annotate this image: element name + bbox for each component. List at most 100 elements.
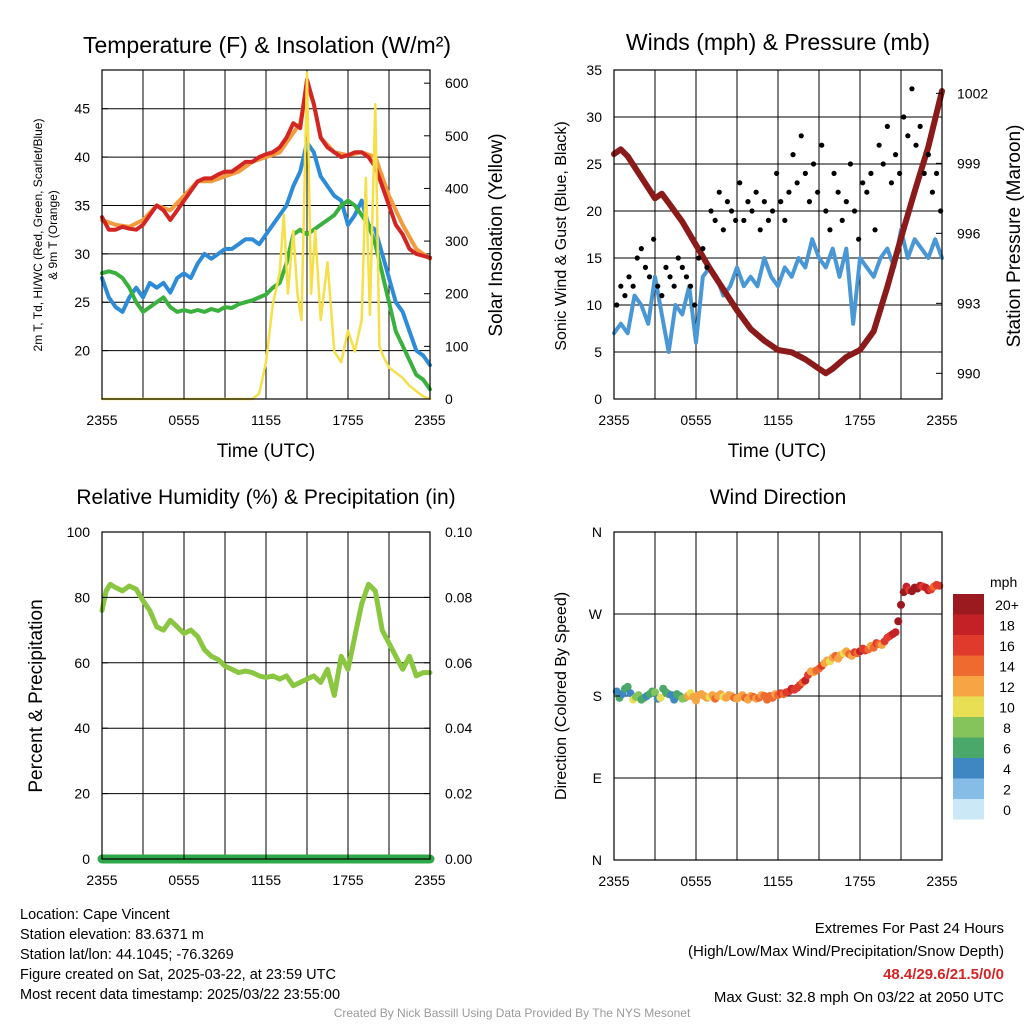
gust-point <box>622 293 628 299</box>
gust-point <box>642 264 649 270</box>
gust-point <box>626 274 632 280</box>
x-tick-label: 2355 <box>926 873 957 889</box>
gust-point <box>794 180 800 186</box>
y-tick-label: 45 <box>74 101 90 117</box>
y-tick-label: 30 <box>586 109 602 125</box>
x-tick-label: 2355 <box>86 872 117 888</box>
gust-point <box>851 208 858 214</box>
temperature-x-ticks: 2355 0555 1155 1755 2355 <box>86 393 446 428</box>
gust-point <box>790 152 796 158</box>
x-tick-label: 1155 <box>251 872 281 888</box>
direction-point <box>897 600 905 609</box>
speed-colorbar: mph 20+ 18 16 14 12 10 8 6 4 2 0 <box>953 574 1019 820</box>
winds-x-ticks: 2355 0555 1155 1755 2355 <box>598 393 958 428</box>
right-y-tick-label: 200 <box>445 286 469 302</box>
humidity-series-line <box>99 581 433 698</box>
extremes-values: 48.4/29.6/21.5/0/0 <box>883 966 1004 983</box>
gust-point <box>761 199 767 205</box>
direction-point <box>651 688 659 697</box>
gust-point <box>774 170 780 176</box>
wind-direction-y-label: Direction (Colored By Speed) <box>553 592 570 800</box>
winds-right-y-ticks: 990 993 996 999 1002 <box>936 85 988 381</box>
y-tick-label: 20 <box>74 343 90 359</box>
colorbar-swatch <box>953 635 984 656</box>
right-y-tick-label: 100 <box>445 338 469 354</box>
gust-point <box>712 217 718 223</box>
gust-point <box>769 208 776 214</box>
gust-point <box>704 264 710 270</box>
gust-point <box>638 246 644 252</box>
temperature-right-y-label: Solar Insolation (Yellow) <box>486 133 507 336</box>
colorbar-swatch <box>953 614 984 635</box>
gust-point <box>823 208 829 214</box>
winds-plot <box>611 86 945 377</box>
wind-direction-grid <box>614 532 942 860</box>
right-y-tick-label: 0.08 <box>445 589 472 605</box>
y-tick-label: 100 <box>67 524 91 540</box>
colorbar-swatch <box>953 676 984 697</box>
temperature-y-ticks: 20 25 30 35 40 45 <box>74 101 108 359</box>
right-y-tick-label: 0 <box>445 391 453 407</box>
gust-point <box>872 227 878 233</box>
gust-point <box>683 274 690 280</box>
x-tick-label: 0555 <box>680 873 711 889</box>
right-y-tick-label: 300 <box>445 233 469 249</box>
x-tick-label: 0555 <box>168 872 199 888</box>
x-tick-label: 2355 <box>414 872 445 888</box>
y-tick-label: 20 <box>586 203 602 219</box>
gust-point <box>687 283 694 289</box>
credit-text: Created By Nick Bassill Using Data Provi… <box>333 1006 691 1020</box>
gust-point <box>810 161 817 167</box>
gust-point <box>835 189 841 195</box>
colorbar-swatch <box>953 594 984 615</box>
gust-point <box>757 227 763 233</box>
winds-y-label: Sonic Wind & Gust (Blue, Black) <box>553 121 570 350</box>
humidity-title: Relative Humidity (%) & Precipitation (i… <box>76 486 455 509</box>
gust-point <box>749 208 755 214</box>
gust-point <box>651 236 657 242</box>
temperature-y-label-line2: & 9m T (Orange) <box>46 190 60 280</box>
y-tick-label: 10 <box>586 297 602 313</box>
colorbar-title: mph <box>990 574 1017 590</box>
extremes-subtitle: (High/Low/Max Wind/Precipitation/Snow De… <box>688 943 1004 960</box>
y-tick-label: 30 <box>74 246 90 262</box>
x-tick-label: 2355 <box>414 412 445 428</box>
direction-point <box>623 682 632 691</box>
gust-point <box>802 170 808 176</box>
colorbar-swatch <box>953 758 984 779</box>
direction-point <box>656 693 665 702</box>
gust-point <box>921 170 927 176</box>
colorbar-label: 12 <box>999 679 1015 695</box>
y-tick-label: 40 <box>74 720 90 736</box>
colorbar-swatch <box>953 717 984 738</box>
extremes-info: Extremes For Past 24 Hours (High/Low/Max… <box>688 917 1004 1009</box>
y-tick-label: 60 <box>74 655 90 671</box>
gust-point <box>831 170 837 176</box>
gust-point <box>737 180 743 186</box>
colorbar-swatch <box>953 778 984 799</box>
gust-point <box>839 217 845 223</box>
right-y-tick-label: 996 <box>957 225 981 241</box>
colorbar-label: 6 <box>1003 741 1011 757</box>
y-tick-label: 20 <box>74 786 90 802</box>
gust-point <box>913 142 919 148</box>
colorbar-label: 20+ <box>995 597 1019 613</box>
x-tick-label: 2355 <box>86 412 117 428</box>
colorbar-label: 14 <box>999 659 1015 675</box>
wind-direction-title: Wind Direction <box>710 486 847 509</box>
gust-point <box>671 283 677 289</box>
humidity-right-y-ticks: 0.00 0.02 0.04 0.06 0.08 0.10 <box>424 524 472 867</box>
right-y-tick-label: 1002 <box>957 85 988 101</box>
gust-point <box>655 283 661 289</box>
colorbar-label: 4 <box>1003 761 1011 777</box>
gust-point <box>864 189 870 195</box>
right-y-tick-label: 0.04 <box>445 720 472 736</box>
gust-point <box>925 152 931 158</box>
temperature-y-label-line1: 2m T, Td, HI/WC (Red, Green, Scarlet/Blu… <box>31 119 45 352</box>
gust-point <box>659 293 665 299</box>
gust-point <box>708 208 714 214</box>
gust-point <box>786 189 792 195</box>
gust-point <box>778 199 784 205</box>
right-y-tick-label: 999 <box>957 155 981 171</box>
wind-direction-plot <box>612 580 944 705</box>
